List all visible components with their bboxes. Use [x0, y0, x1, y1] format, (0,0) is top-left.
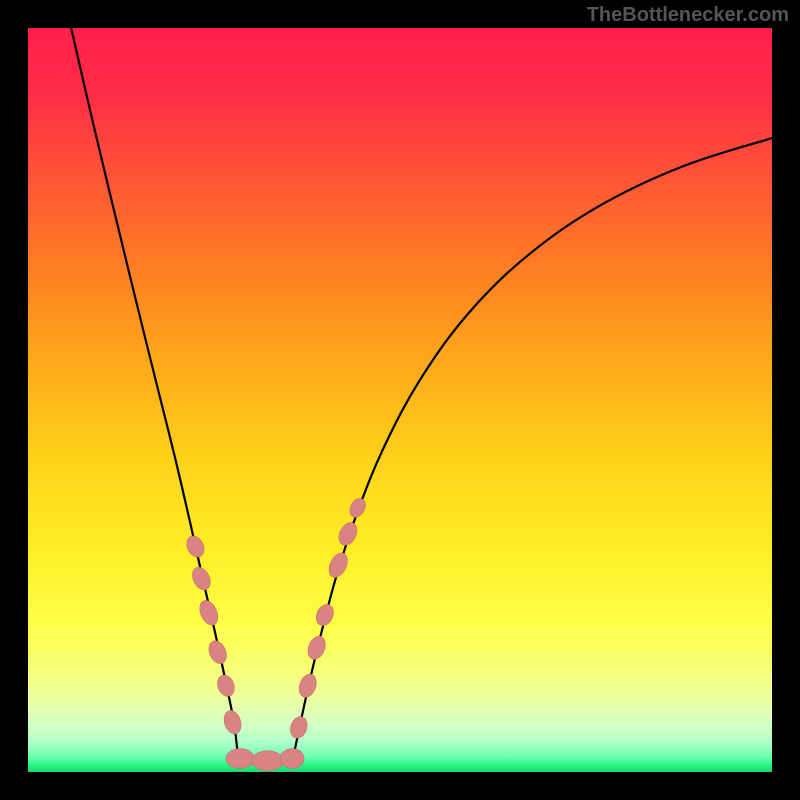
curve-marker — [305, 634, 329, 662]
curve-marker — [221, 708, 244, 736]
curve-marker — [206, 638, 230, 666]
plot-area — [28, 28, 772, 772]
curve-right-branch — [292, 138, 772, 762]
bottleneck-curve — [28, 28, 772, 772]
curve-marker — [196, 598, 221, 628]
curve-marker — [347, 496, 369, 520]
curve-marker — [226, 749, 254, 769]
curve-marker — [288, 714, 310, 740]
curve-marker — [214, 673, 237, 699]
curve-marker — [183, 533, 207, 560]
curve-marker — [189, 564, 214, 593]
curve-marker — [296, 672, 319, 700]
curve-marker — [252, 751, 284, 771]
curve-marker — [313, 602, 337, 629]
curve-markers — [183, 496, 368, 771]
curve-marker — [325, 550, 351, 580]
curve-marker — [280, 749, 304, 769]
curve-marker — [335, 520, 360, 549]
watermark-text: TheBottlenecker.com — [587, 4, 789, 27]
